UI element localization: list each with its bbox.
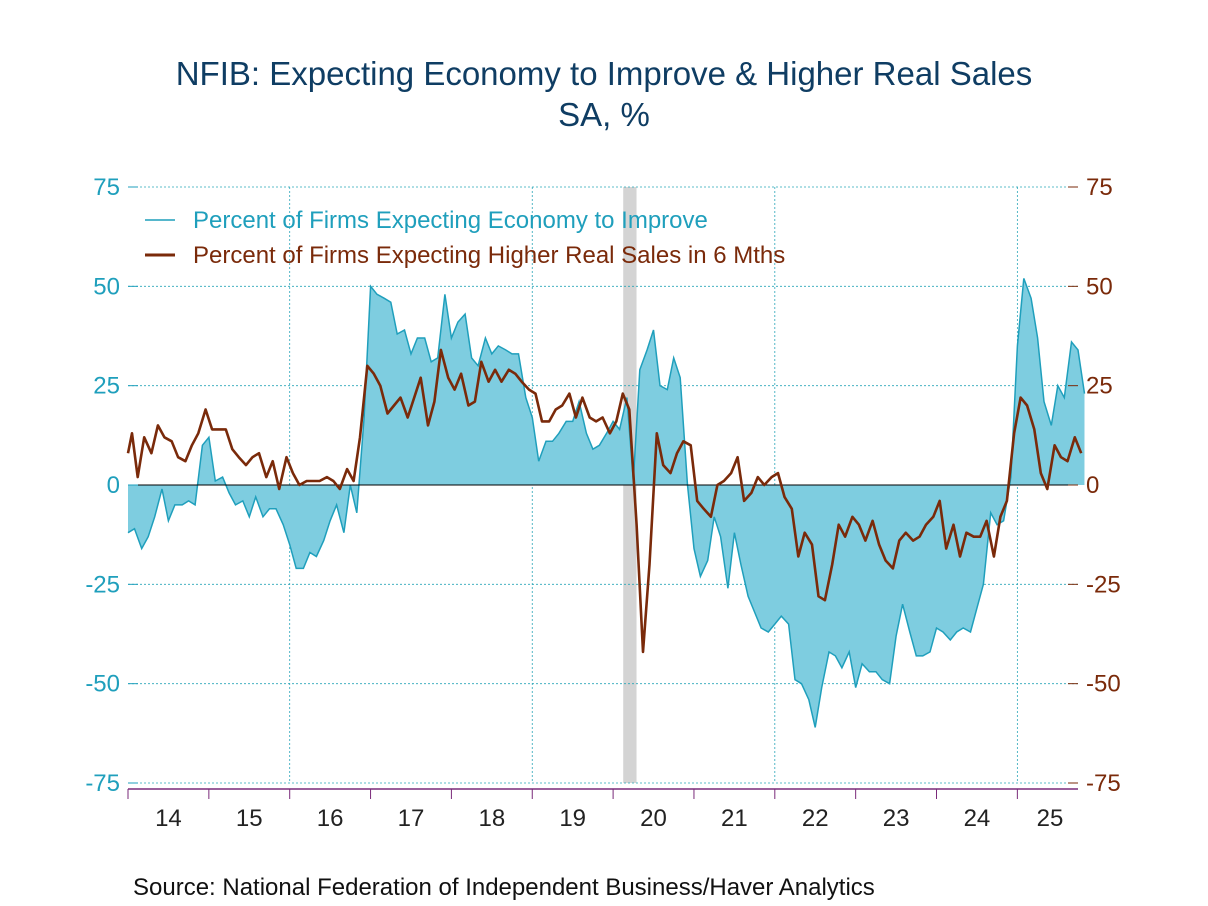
legend-label-sales: Percent of Firms Expecting Higher Real S… — [193, 242, 785, 269]
x-tick-label: 20 — [640, 805, 667, 832]
y-right-tick-label: 0 — [1086, 472, 1099, 499]
y-right-tick-label: 75 — [1086, 174, 1113, 201]
y-right-tick-label: 25 — [1086, 373, 1113, 400]
x-tick-label: 18 — [478, 805, 505, 832]
x-tick-label: 14 — [155, 805, 182, 832]
y-left-tick-label: 75 — [93, 174, 120, 201]
economy-series-line — [127, 278, 1086, 728]
x-tick-label: 15 — [236, 805, 263, 832]
economy-area-fill — [128, 278, 1085, 728]
x-tick-label: 19 — [559, 805, 586, 832]
x-tick-label: 17 — [398, 805, 425, 832]
y-left-tick-label: 50 — [93, 273, 120, 300]
axes — [127, 186, 1078, 799]
tick-labels: 75 50 25 0 -25 -50 -75 75 50 25 0 -25 -50 -75 14 15 16 17… — [85, 174, 1120, 832]
legend-label-economy: Percent of Firms Expecting Economy to Im… — [193, 207, 708, 234]
y-right-tick-label: -50 — [1086, 671, 1121, 698]
y-left-tick-label: 25 — [93, 373, 120, 400]
x-tick-label: 25 — [1037, 805, 1064, 832]
x-tick-label: 23 — [883, 805, 910, 832]
sales-line-layer — [126, 348, 1083, 654]
sales-series-line — [126, 348, 1083, 654]
x-tick-label: 21 — [721, 805, 748, 832]
x-tick-label: 22 — [802, 805, 829, 832]
y-left-tick-label: -25 — [85, 571, 120, 598]
source-note: Source: National Federation of Independe… — [133, 874, 875, 901]
y-right-tick-label: -25 — [1086, 571, 1121, 598]
chart-subtitle: SA, % — [558, 96, 650, 133]
y-left-tick-label: 0 — [107, 472, 120, 499]
y-left-tick-label: -75 — [85, 770, 120, 797]
x-tick-label: 24 — [964, 805, 991, 832]
economy-area-layer — [127, 278, 1086, 728]
y-left-tick-label: -50 — [85, 671, 120, 698]
legend: Percent of Firms Expecting Economy to Im… — [145, 207, 785, 269]
y-right-tick-label: 50 — [1086, 273, 1113, 300]
chart-title: NFIB: Expecting Economy to Improve & Hig… — [176, 55, 1033, 92]
y-right-tick-label: -75 — [1086, 770, 1121, 797]
x-tick-label: 16 — [317, 805, 344, 832]
